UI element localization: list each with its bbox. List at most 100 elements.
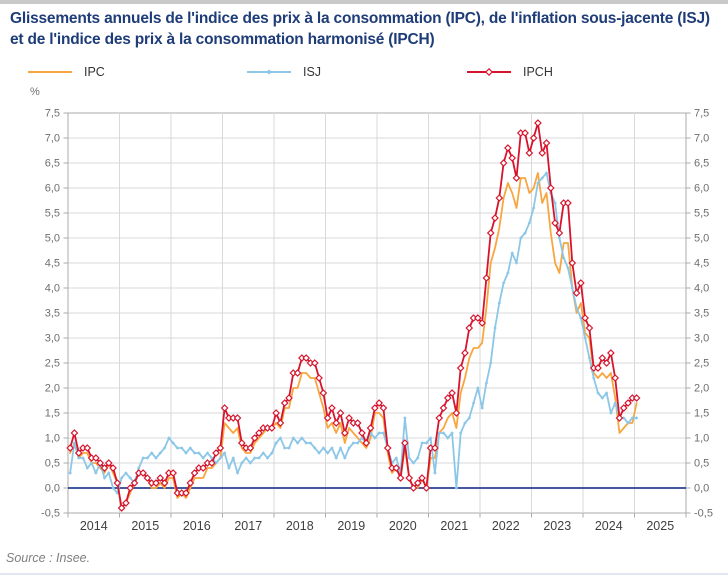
data-point-marker	[583, 336, 587, 340]
year-label: 2017	[234, 519, 262, 533]
data-point-marker	[542, 139, 551, 147]
data-point-marker	[506, 271, 510, 275]
data-point-marker	[418, 474, 426, 482]
data-point-marker	[265, 456, 270, 460]
data-point-marker	[186, 479, 195, 487]
data-point-marker	[76, 456, 81, 460]
year-label: 2025	[646, 519, 674, 533]
y-tick-label: 4,5	[45, 258, 60, 270]
data-point-marker	[544, 171, 549, 175]
data-point-marker	[480, 406, 484, 410]
data-point-marker	[574, 306, 579, 310]
data-point-marker	[167, 436, 171, 440]
y-tick-label: 1,0	[694, 433, 709, 445]
source-caption: Source : Insee.	[6, 551, 91, 565]
data-point-marker	[68, 471, 72, 475]
data-point-marker	[109, 464, 117, 472]
data-point-marker	[551, 219, 559, 227]
data-point-marker	[546, 184, 555, 192]
data-point-marker	[615, 414, 624, 422]
legend-label-isj: ISJ	[303, 65, 322, 79]
data-point-marker	[141, 456, 145, 460]
year-label: 2019	[337, 519, 365, 533]
data-point-marker	[488, 361, 493, 365]
data-point-marker	[113, 479, 122, 487]
data-point-marker	[465, 324, 474, 332]
year-label: 2022	[492, 519, 520, 533]
data-point-marker	[534, 119, 542, 127]
data-point-marker	[437, 431, 442, 435]
data-point-marker	[501, 281, 506, 285]
data-point-marker	[74, 449, 83, 457]
data-point-marker	[156, 474, 165, 482]
data-point-marker	[497, 301, 502, 305]
data-point-marker	[413, 479, 422, 487]
data-point-marker	[371, 404, 379, 412]
data-point-marker	[145, 456, 150, 460]
data-point-marker	[446, 436, 450, 440]
y-tick-label: 4,0	[694, 283, 709, 295]
data-point-marker	[70, 429, 79, 437]
y-tick-label: 1,5	[694, 408, 709, 420]
data-point-marker	[415, 456, 420, 460]
y-tick-label: 2,5	[45, 358, 60, 370]
data-point-marker	[190, 469, 199, 477]
data-point-marker	[409, 484, 418, 492]
data-point-marker	[538, 149, 547, 157]
data-point-marker	[128, 476, 133, 480]
legend-item-ipc[interactable]: IPC	[28, 62, 105, 82]
data-point-marker	[458, 431, 463, 435]
y-tick-label: -0,5	[694, 508, 713, 520]
data-point-marker	[448, 389, 456, 397]
y-tick-label: 7,0	[45, 133, 60, 145]
data-point-marker	[270, 451, 274, 455]
data-point-marker	[152, 479, 160, 487]
data-point-marker	[568, 259, 577, 267]
data-point-marker	[611, 374, 620, 382]
year-label: 2016	[183, 519, 211, 533]
y-tick-label: 0,0	[45, 483, 60, 495]
data-point-marker	[280, 399, 289, 407]
data-point-marker	[624, 399, 632, 407]
y-tick-label: -0,5	[41, 508, 60, 520]
data-point-marker	[231, 456, 236, 460]
y-tick-label: 7,5	[45, 108, 60, 120]
data-point-marker	[355, 441, 360, 445]
data-point-marker	[317, 451, 321, 455]
data-point-marker	[201, 456, 205, 460]
series-ipc-line	[69, 172, 638, 509]
data-point-marker	[310, 359, 319, 367]
data-point-marker	[561, 256, 566, 260]
data-point-marker	[525, 149, 534, 157]
data-point-marker	[443, 394, 452, 402]
y-tick-labels-left: 7,5 7,0 6,5 6,0 5,5 5,0 4,5 4,0 3,5 3,0 2,5 2,0 1,5 1…	[41, 108, 60, 520]
data-point-marker	[353, 419, 362, 427]
data-point-marker	[347, 446, 351, 450]
data-point-marker	[431, 444, 439, 452]
data-point-marker	[626, 421, 630, 425]
y-tick-label: 2,0	[45, 383, 60, 395]
data-point-marker	[609, 411, 613, 415]
data-point-marker	[276, 419, 285, 427]
data-point-marker	[452, 409, 461, 417]
y-tick-label: 7,5	[694, 108, 709, 120]
data-point-marker	[209, 456, 214, 460]
data-point-marker	[463, 421, 467, 425]
legend-item-ipch[interactable]: IPCH	[467, 62, 553, 82]
data-point-marker	[83, 444, 92, 452]
data-point-marker	[332, 419, 341, 427]
year-label: 2021	[440, 519, 468, 533]
legend-item-isj[interactable]: ISJ	[247, 62, 321, 82]
data-point-marker	[514, 261, 519, 265]
series-isj	[68, 171, 639, 495]
data-point-marker	[214, 461, 218, 465]
data-point-marker	[570, 286, 575, 290]
data-point-marker	[396, 474, 405, 482]
data-point-marker	[600, 396, 605, 400]
data-point-marker	[295, 441, 300, 445]
ipc-line-swatch-icon	[28, 71, 72, 73]
data-point-marker	[237, 439, 246, 447]
data-point-marker	[255, 429, 263, 437]
